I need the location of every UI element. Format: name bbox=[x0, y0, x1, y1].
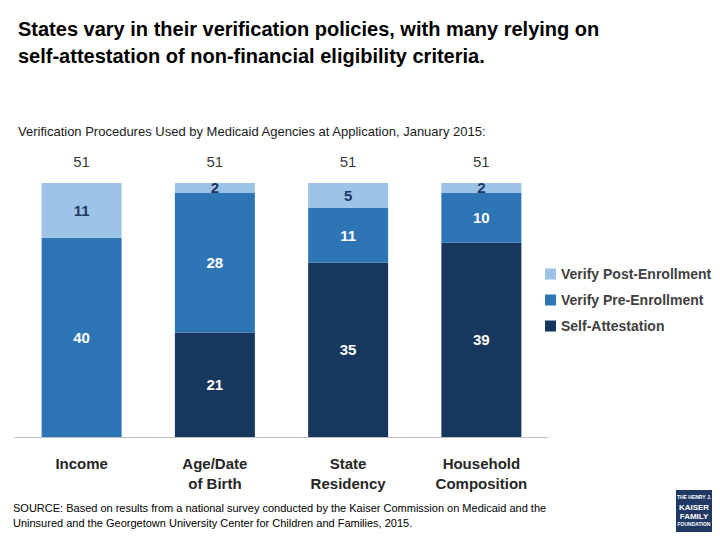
svg-text:States vary in their verificat: States vary in their verification polici… bbox=[18, 18, 605, 40]
svg-text:Household: Household bbox=[443, 455, 521, 472]
svg-text:28: 28 bbox=[207, 254, 224, 271]
svg-text:39: 39 bbox=[473, 331, 490, 348]
svg-text:SOURCE: Based on results from: SOURCE: Based on results from a national… bbox=[13, 502, 549, 514]
svg-text:10: 10 bbox=[473, 209, 490, 226]
svg-text:Age/Date: Age/Date bbox=[182, 455, 247, 472]
svg-text:51: 51 bbox=[473, 153, 490, 170]
svg-text:11: 11 bbox=[340, 227, 356, 244]
svg-text:FOUNDATION: FOUNDATION bbox=[678, 521, 711, 527]
svg-text:51: 51 bbox=[207, 153, 224, 170]
svg-text:2: 2 bbox=[211, 179, 219, 196]
svg-text:Verify Pre-Enrollment: Verify Pre-Enrollment bbox=[561, 292, 704, 308]
svg-text:Composition: Composition bbox=[436, 475, 528, 492]
svg-text:FAMILY: FAMILY bbox=[680, 512, 709, 521]
svg-text:Uninsured and the Georgetown U: Uninsured and the Georgetown University … bbox=[13, 517, 412, 529]
svg-text:35: 35 bbox=[340, 341, 357, 358]
svg-text:THE HENRY J.: THE HENRY J. bbox=[677, 494, 712, 500]
svg-text:5: 5 bbox=[344, 187, 352, 204]
svg-text:40: 40 bbox=[73, 329, 90, 346]
svg-text:of Birth: of Birth bbox=[188, 475, 241, 492]
svg-text:self-attestation of non-financ: self-attestation of non-financial eligib… bbox=[18, 45, 485, 67]
svg-text:State: State bbox=[330, 455, 367, 472]
svg-text:51: 51 bbox=[340, 153, 357, 170]
svg-text:51: 51 bbox=[73, 153, 90, 170]
svg-text:Income: Income bbox=[55, 455, 108, 472]
svg-text:Residency: Residency bbox=[311, 475, 387, 492]
svg-text:11: 11 bbox=[74, 202, 90, 219]
svg-text:Verify Post-Enrollment: Verify Post-Enrollment bbox=[561, 266, 711, 282]
svg-text:21: 21 bbox=[207, 376, 224, 393]
svg-text:2: 2 bbox=[477, 179, 485, 196]
svg-text:KAISER: KAISER bbox=[679, 503, 709, 512]
svg-text:Verification Procedures Used b: Verification Procedures Used by Medicaid… bbox=[18, 124, 486, 139]
svg-text:Self-Attestation: Self-Attestation bbox=[561, 318, 664, 334]
